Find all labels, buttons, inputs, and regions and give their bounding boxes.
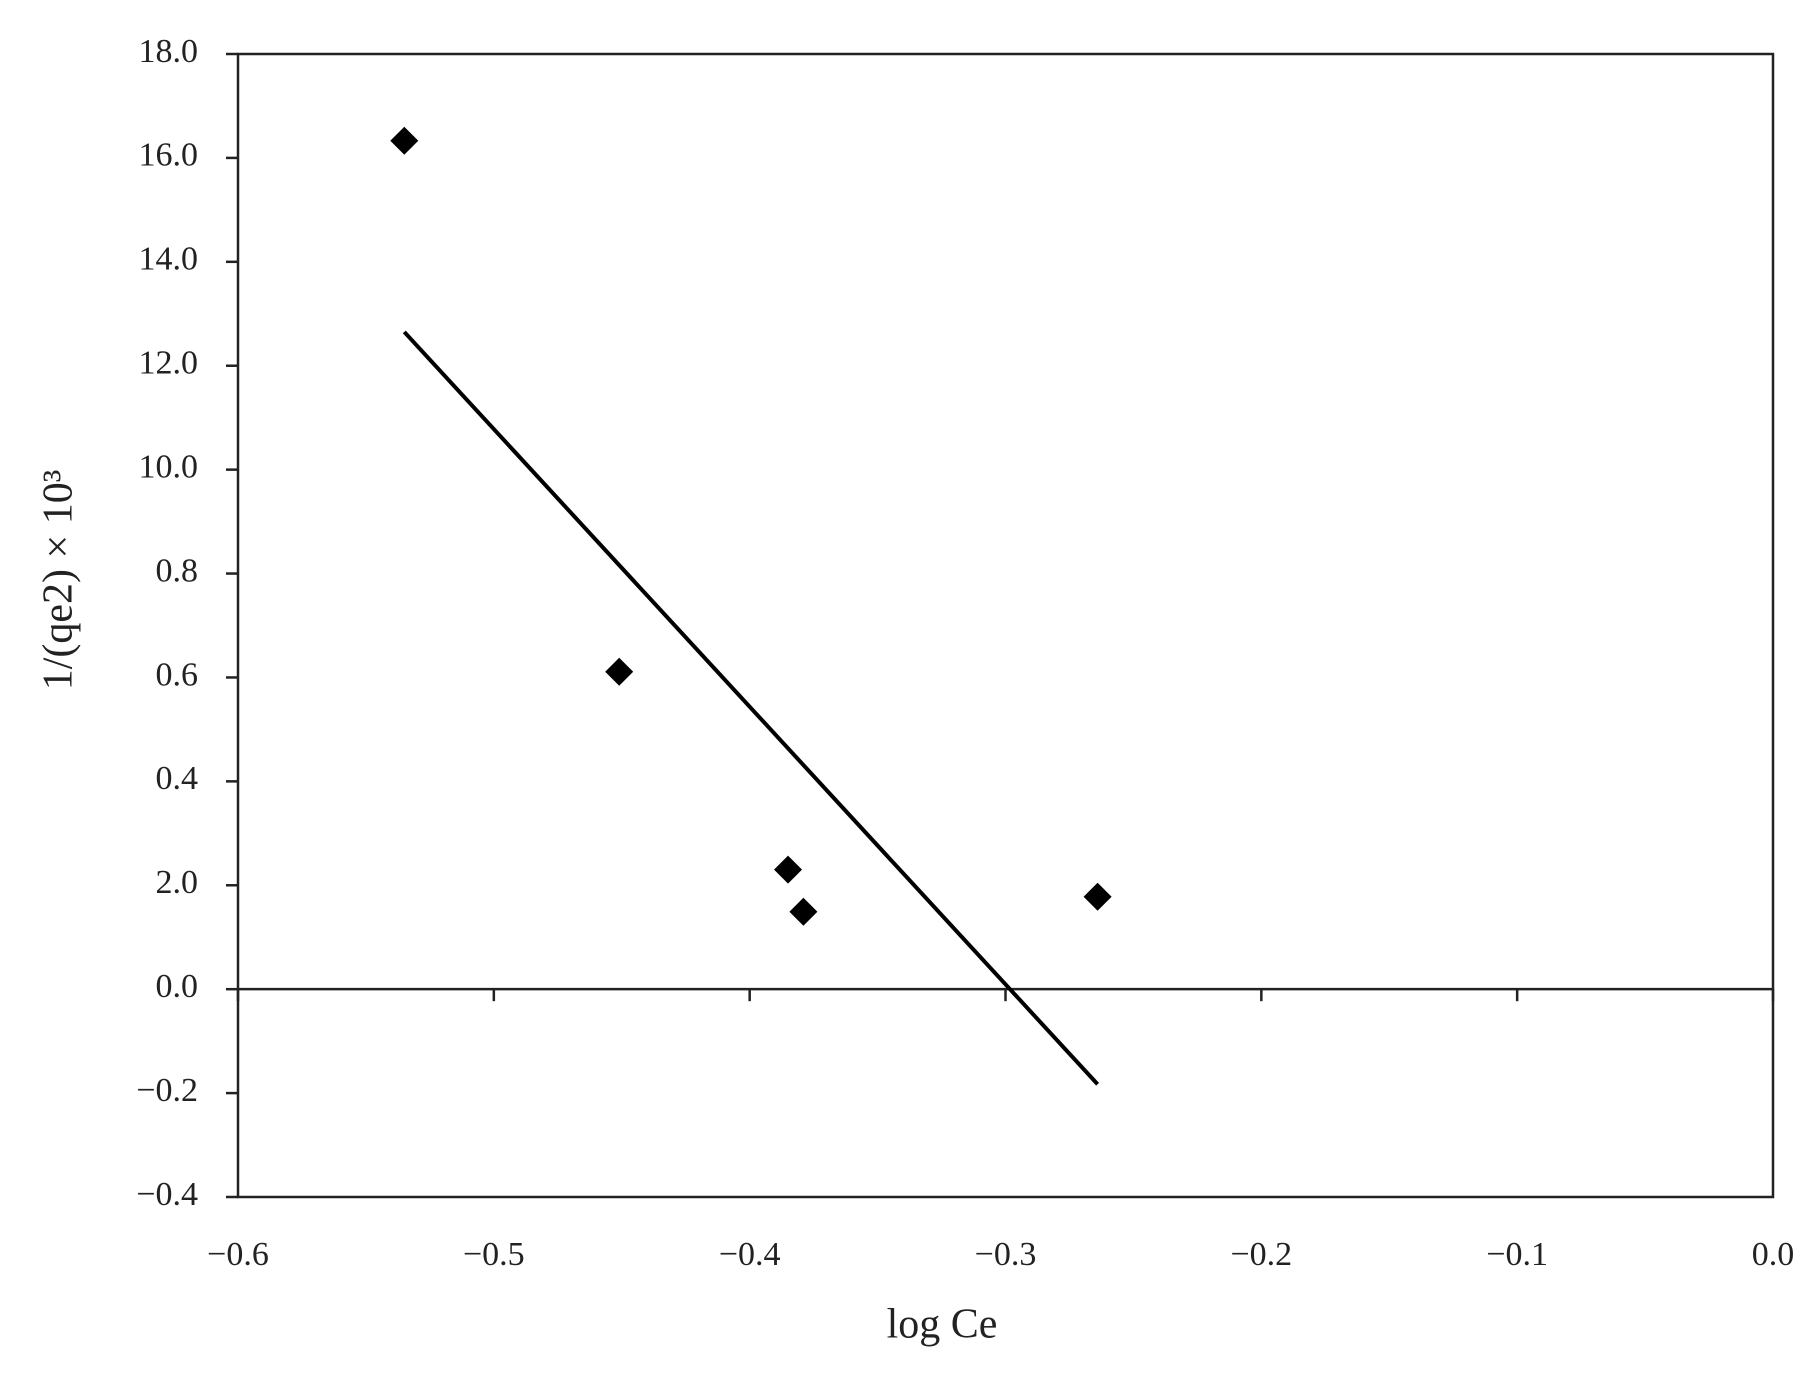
y-tick-label: 0.8 bbox=[156, 552, 199, 589]
y-tick-label: −0.4 bbox=[136, 1176, 198, 1213]
x-tick-label: −0.5 bbox=[463, 1236, 525, 1273]
y-tick-label: 2.0 bbox=[156, 864, 199, 901]
y-tick-label: 0.0 bbox=[156, 968, 199, 1005]
plot-frame bbox=[236, 52, 1775, 1199]
x-axis-label: log Ce bbox=[887, 1302, 998, 1348]
point bbox=[774, 855, 803, 884]
point bbox=[789, 897, 818, 926]
point bbox=[1083, 882, 1112, 911]
x-tick-label: −0.6 bbox=[207, 1236, 269, 1273]
point bbox=[390, 126, 419, 155]
point bbox=[605, 657, 634, 686]
fit-line bbox=[402, 330, 1100, 1086]
y-tick-label: 0.4 bbox=[156, 760, 199, 797]
y-tick-label: 18.0 bbox=[139, 33, 199, 70]
x-tick-label: −0.3 bbox=[975, 1236, 1037, 1273]
x-tick-label: −0.4 bbox=[719, 1236, 781, 1273]
y-tick-label: 14.0 bbox=[139, 241, 199, 278]
y-tick-label: 0.6 bbox=[156, 656, 199, 693]
y-tick-label: 16.0 bbox=[139, 137, 199, 174]
y-tick-label: 10.0 bbox=[139, 448, 199, 485]
y-tick-label: −0.2 bbox=[136, 1072, 198, 1109]
y-tick-label: 12.0 bbox=[139, 345, 199, 382]
x-tick-label: −0.2 bbox=[1230, 1236, 1292, 1273]
y-axis-label: 1/(qe2) × 10³ bbox=[36, 470, 82, 691]
x-tick-label: 0.0 bbox=[1752, 1236, 1795, 1273]
x-tick-label: −0.1 bbox=[1486, 1236, 1548, 1273]
